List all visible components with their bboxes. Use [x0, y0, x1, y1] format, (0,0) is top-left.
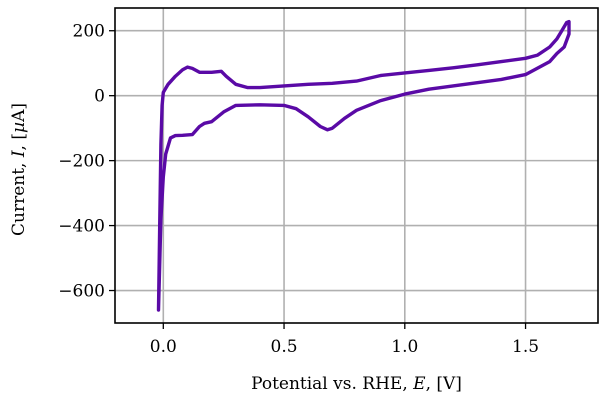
- y-tick-label: −600: [58, 282, 105, 302]
- y-tick-label: 200: [73, 22, 105, 42]
- grid-lines: [115, 8, 598, 323]
- axis-ticks: 0.0 0.5 1.0 1.5 200 0 −200 −400 −600: [58, 22, 539, 357]
- y-tick-label: 0: [94, 87, 105, 107]
- plot-frame: [114, 7, 599, 324]
- y-tick-label: −400: [58, 217, 105, 237]
- y-axis-label: Current, I, [µA]: [9, 103, 29, 236]
- x-tick-label: 1.5: [512, 337, 539, 357]
- y-tick-label: −200: [58, 152, 105, 172]
- x-axis-label: Potential vs. RHE, E, [V]: [251, 374, 462, 394]
- cv-curve-line: [156, 19, 571, 312]
- x-tick-label: 0.5: [271, 337, 298, 357]
- plot-series: [156, 19, 571, 312]
- x-tick-label: 0.0: [150, 337, 177, 357]
- x-tick-label: 1.0: [391, 337, 418, 357]
